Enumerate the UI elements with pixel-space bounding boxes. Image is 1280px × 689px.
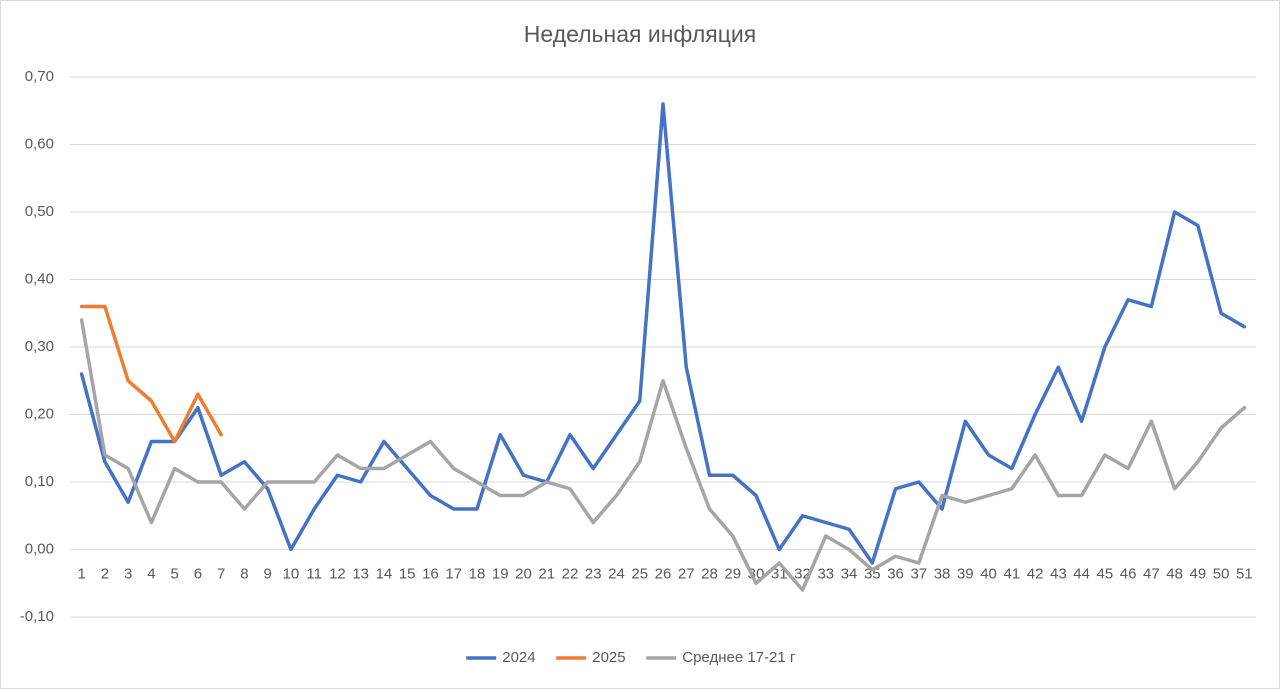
legend-label: 2024 [502,649,535,666]
x-tick-label: 50 [1213,565,1230,582]
x-tick-label: 28 [701,565,718,582]
x-tick-label: 51 [1236,565,1253,582]
legend-label: Среднее 17-21 г [682,649,796,666]
x-tick-label: 2 [101,565,109,582]
x-tick-label: 9 [263,565,271,582]
x-tick-label: 5 [170,565,178,582]
x-tick-label: 19 [492,565,509,582]
x-tick-label: 6 [194,565,202,582]
x-tick-label: 14 [376,565,393,582]
y-tick-label: 0,60 [25,135,54,152]
x-tick-label: 35 [864,565,881,582]
chart-title: Недельная инфляция [524,21,756,47]
x-tick-label: 33 [817,565,834,582]
x-tick-label: 24 [608,565,625,582]
x-tick-label: 4 [147,565,155,582]
x-tick-label: 29 [724,565,741,582]
x-tick-label: 39 [957,565,974,582]
y-tick-label: 0,10 [25,473,54,490]
x-tick-label: 22 [562,565,579,582]
x-tick-label: 26 [655,565,672,582]
x-tick-label: 18 [469,565,486,582]
x-tick-label: 48 [1166,565,1183,582]
x-tick-label: 25 [631,565,648,582]
x-tick-label: 47 [1143,565,1160,582]
legend-label: 2025 [592,649,625,666]
y-tick-label: 0,40 [25,270,54,287]
y-tick-label: 0,70 [25,68,54,85]
x-tick-label: 15 [399,565,416,582]
x-tick-label: 44 [1073,565,1090,582]
x-tick-label: 11 [306,565,322,582]
x-tick-label: 46 [1120,565,1137,582]
x-tick-label: 21 [538,565,555,582]
x-tick-label: 40 [980,565,997,582]
x-tick-label: 8 [240,565,248,582]
x-tick-label: 27 [678,565,695,582]
x-tick-label: 41 [1003,565,1020,582]
series-line [79,304,223,444]
x-tick-label: 38 [934,565,951,582]
x-tick-label: 36 [887,565,904,582]
x-tick-label: 3 [124,565,132,582]
x-tick-label: 13 [352,565,369,582]
x-tick-label: 17 [445,565,462,582]
x-tick-label: 37 [910,565,927,582]
x-tick-label: 34 [841,565,858,582]
y-tick-label: 0,20 [25,405,54,422]
x-tick-label: 7 [217,565,225,582]
series-line [79,102,1247,565]
x-tick-label: 42 [1027,565,1044,582]
x-tick-label: 43 [1050,565,1067,582]
series-line [79,318,1247,592]
y-tick-label: -0,10 [20,608,54,625]
x-tick-label: 10 [283,565,300,582]
x-tick-label: 12 [329,565,346,582]
x-tick-label: 20 [515,565,532,582]
x-tick-label: 23 [585,565,602,582]
x-tick-label: 16 [422,565,439,582]
x-tick-label: 1 [77,565,85,582]
x-tick-label: 45 [1096,565,1113,582]
y-tick-label: 0,00 [25,540,54,557]
y-tick-label: 0,30 [25,338,54,355]
y-tick-label: 0,50 [25,203,54,220]
x-tick-label: 49 [1190,565,1207,582]
